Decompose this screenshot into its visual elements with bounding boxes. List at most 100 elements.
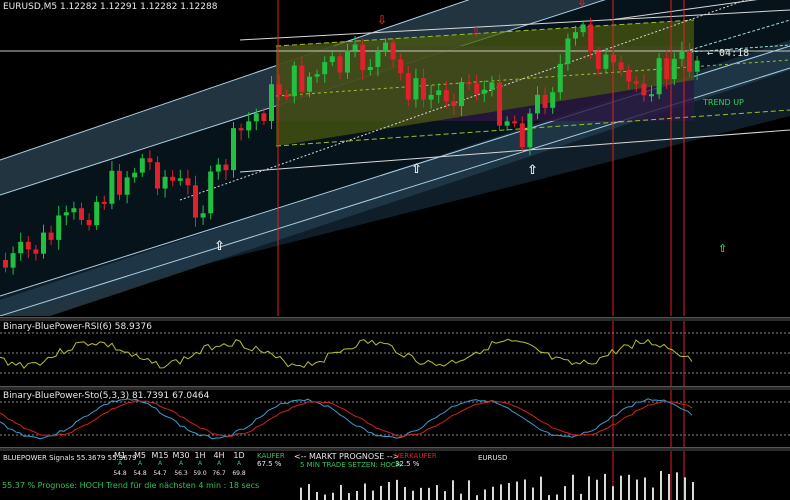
signal-bar [460,493,462,500]
signal-bar [676,472,678,500]
tf-arrow-m30: A [178,460,184,467]
candle-body [79,208,84,220]
candle-body [459,82,464,107]
candle-body [284,94,290,97]
candle-body [193,185,198,218]
rsi-pane[interactable]: Binary-BluePower-RSI(6) 58.9376 [0,321,790,386]
price-chart-pane[interactable]: EURUSD,M5 1.12282 1.12291 1.12282 1.1228… [0,0,790,316]
signal-bar [612,486,614,500]
pane-separator[interactable] [0,447,790,451]
candle-body [466,82,472,85]
candle-body [626,70,632,82]
tf-value-m30: 56.3 [174,470,188,477]
candle-body [155,162,160,189]
candle-body [474,83,480,94]
signal-bar [468,480,470,500]
zone-line-top [275,19,695,47]
candle-body [231,128,236,171]
signal-bar [388,481,390,500]
trend-up-arrow-icon: ⇧ [718,242,728,255]
candle-body [694,60,700,72]
candle-body [671,58,677,80]
candle-body [489,82,495,90]
candle-body [588,24,594,52]
candle-body [329,56,335,63]
candle-body [611,54,616,63]
candle-body [10,253,16,268]
candle-body [269,84,274,121]
candle-body [679,51,685,59]
signal-bar [668,474,670,500]
prognose-text: 55.37 % Prognose: HOCH Trend für die näc… [2,481,260,490]
signal-bar [308,484,310,500]
candles-group [3,17,700,275]
candle-body [109,170,115,204]
candle-body [421,78,426,100]
candle-body [94,201,100,226]
candle-body [633,81,639,84]
signals-pane[interactable]: BLUEPOWER Signals 55.3679 55.3679 EURUSD… [0,451,790,500]
candle-body [390,42,396,60]
candle-body [246,121,252,131]
signal-bar [364,483,366,500]
candle-body [276,84,282,95]
tf-arrow-1d: A [236,460,242,467]
candle-body [664,58,670,80]
signal-bar [564,486,566,500]
candle-body [656,58,662,95]
zone-line-bottom [275,109,790,147]
candle-body [185,178,191,186]
sell-arrow-icon: ⇩ [471,25,482,39]
buy-arrow-icon: ⇧ [214,239,225,254]
signal-bar [516,481,518,500]
signal-bar [556,494,558,500]
signal-bar [660,470,662,500]
pane-separator[interactable] [0,317,790,321]
candle-body [238,128,244,131]
candle-body [451,101,457,107]
kaufer-pct: 67.5 % [257,460,282,468]
candle-body [307,76,312,92]
candle-body [261,113,267,121]
tf-label-m30: M30 [172,451,190,460]
candle-body [405,73,411,100]
candle-body [550,92,556,108]
signal-bar [572,474,574,500]
candle-body [497,82,502,126]
candle-body [527,113,533,148]
signal-bar [380,485,382,500]
candle-body [124,177,130,195]
rsi-canvas [0,321,790,386]
candle-body [512,121,518,124]
stochastic-canvas [0,390,790,447]
stochastic-pane[interactable]: Binary-BluePower-Sto(5,3,3) 81.7391 67.0… [0,390,790,447]
candle-body [337,56,343,73]
zone-line-mid [275,59,790,97]
signal-bar [684,477,686,500]
pane-separator[interactable] [0,386,790,390]
signal-bar [436,485,438,500]
candle-body [352,44,358,51]
candle-body [3,260,8,268]
candle-body [139,158,145,173]
candle-body [208,171,214,214]
candle-body [519,123,525,148]
candle-body [101,201,107,204]
candle-body [223,164,229,171]
signal-bar [404,487,406,500]
tf-value-1d: 69.8 [232,470,246,477]
candle-body [253,113,259,122]
rsi-line [0,338,693,370]
candle-body [117,170,122,195]
candle-body [595,51,601,69]
candle-body [360,44,366,71]
buy-arrow-icon: ⇧ [527,163,538,178]
rsi-header: Binary-BluePower-RSI(6) 58.9376 [3,322,152,332]
price-chart-canvas[interactable] [0,0,790,316]
buy-arrow-icon: ⇧ [411,162,422,177]
candle-body [170,176,176,181]
signal-bar [428,487,430,500]
candle-body [481,89,487,94]
candle-body [71,208,77,213]
candle-body [147,158,153,163]
